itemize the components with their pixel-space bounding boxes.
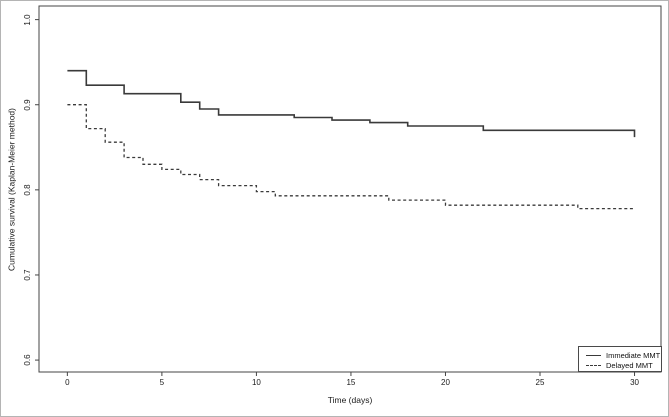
solid-line-sample-icon bbox=[586, 354, 601, 356]
survival-curve-delayed-mmt bbox=[67, 104, 635, 210]
y-tick-label-1.0: 1.0 bbox=[23, 14, 32, 26]
x-tick-label-20: 20 bbox=[441, 378, 450, 387]
survival-curve-immediate-mmt bbox=[67, 69, 636, 138]
x-tick-label-30: 30 bbox=[630, 378, 639, 387]
plot-border bbox=[38, 5, 662, 373]
y-tick-label-0.6: 0.6 bbox=[23, 354, 32, 366]
x-tick-label-25: 25 bbox=[535, 378, 545, 387]
legend-label: Immediate MMT bbox=[606, 350, 661, 360]
x-tick-label-15: 15 bbox=[346, 378, 356, 387]
x-tick-label-5: 5 bbox=[159, 378, 165, 387]
dashed-line-sample-icon bbox=[586, 364, 601, 366]
y-tick-label-0.8: 0.8 bbox=[23, 184, 32, 196]
x-tick-label-10: 10 bbox=[251, 378, 261, 387]
y-axis-title: Cumulative survival (Kaplan-Meier method… bbox=[6, 108, 17, 271]
legend-label: Delayed MMT bbox=[606, 360, 653, 370]
legend: Immediate MMT Delayed MMT bbox=[578, 346, 662, 372]
y-tick-label-0.7: 0.7 bbox=[23, 269, 32, 281]
x-tick-label-0: 0 bbox=[65, 378, 70, 387]
y-tick-label-0.9: 0.9 bbox=[23, 99, 32, 111]
legend-entry-delayed-mmt: Delayed MMT bbox=[586, 360, 661, 370]
x-axis-title: Time (days) bbox=[327, 395, 373, 405]
legend-entry-immediate-mmt: Immediate MMT bbox=[586, 350, 661, 360]
